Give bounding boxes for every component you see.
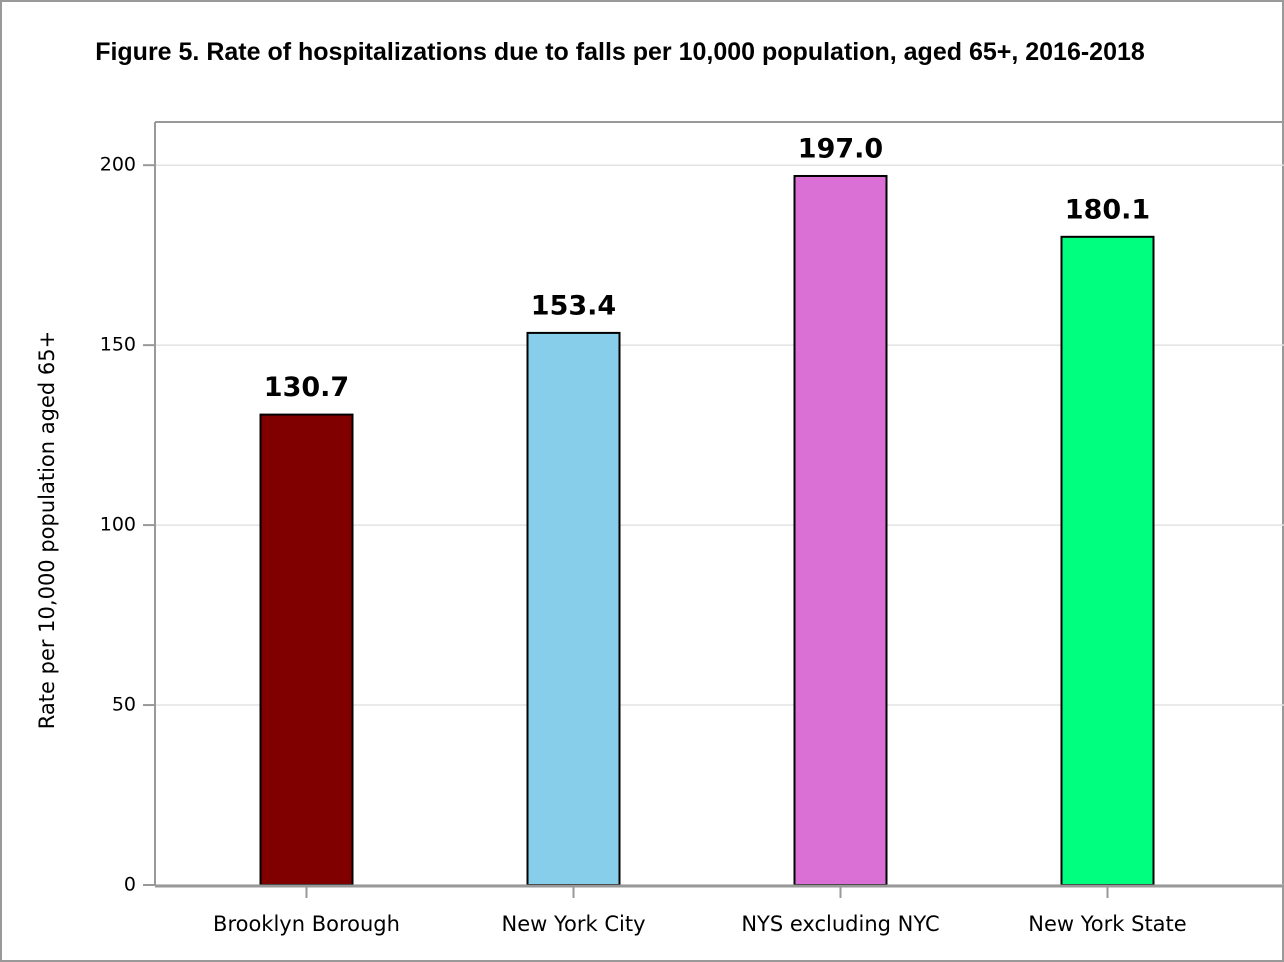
value-label: 130.7 (264, 372, 349, 403)
y-tick-label: 150 (100, 334, 136, 356)
bar (259, 413, 354, 886)
y-axis-label: Rate per 10,000 population aged 65+ (35, 331, 59, 729)
y-tick-label: 100 (100, 514, 136, 536)
bar (526, 331, 621, 886)
chart-title: Figure 5. Rate of hospitalizations due t… (95, 38, 1145, 66)
value-label: 180.1 (1065, 194, 1150, 225)
marks: 130.7 153.4 197.0 180.1 (259, 133, 1155, 887)
x-tick-label: New York City (502, 912, 646, 936)
y-tick-label: 200 (100, 154, 136, 176)
y-tick-label: 50 (112, 694, 136, 716)
y-tick-label: 0 (124, 874, 136, 896)
bar (793, 174, 888, 887)
bar (1060, 235, 1155, 887)
x-tick-label: NYS excluding NYC (741, 912, 939, 936)
x-tick-label: New York State (1028, 912, 1186, 936)
value-label: 197.0 (798, 133, 883, 164)
value-label: 153.4 (531, 290, 616, 321)
x-tick-label: Brooklyn Borough (213, 912, 400, 936)
